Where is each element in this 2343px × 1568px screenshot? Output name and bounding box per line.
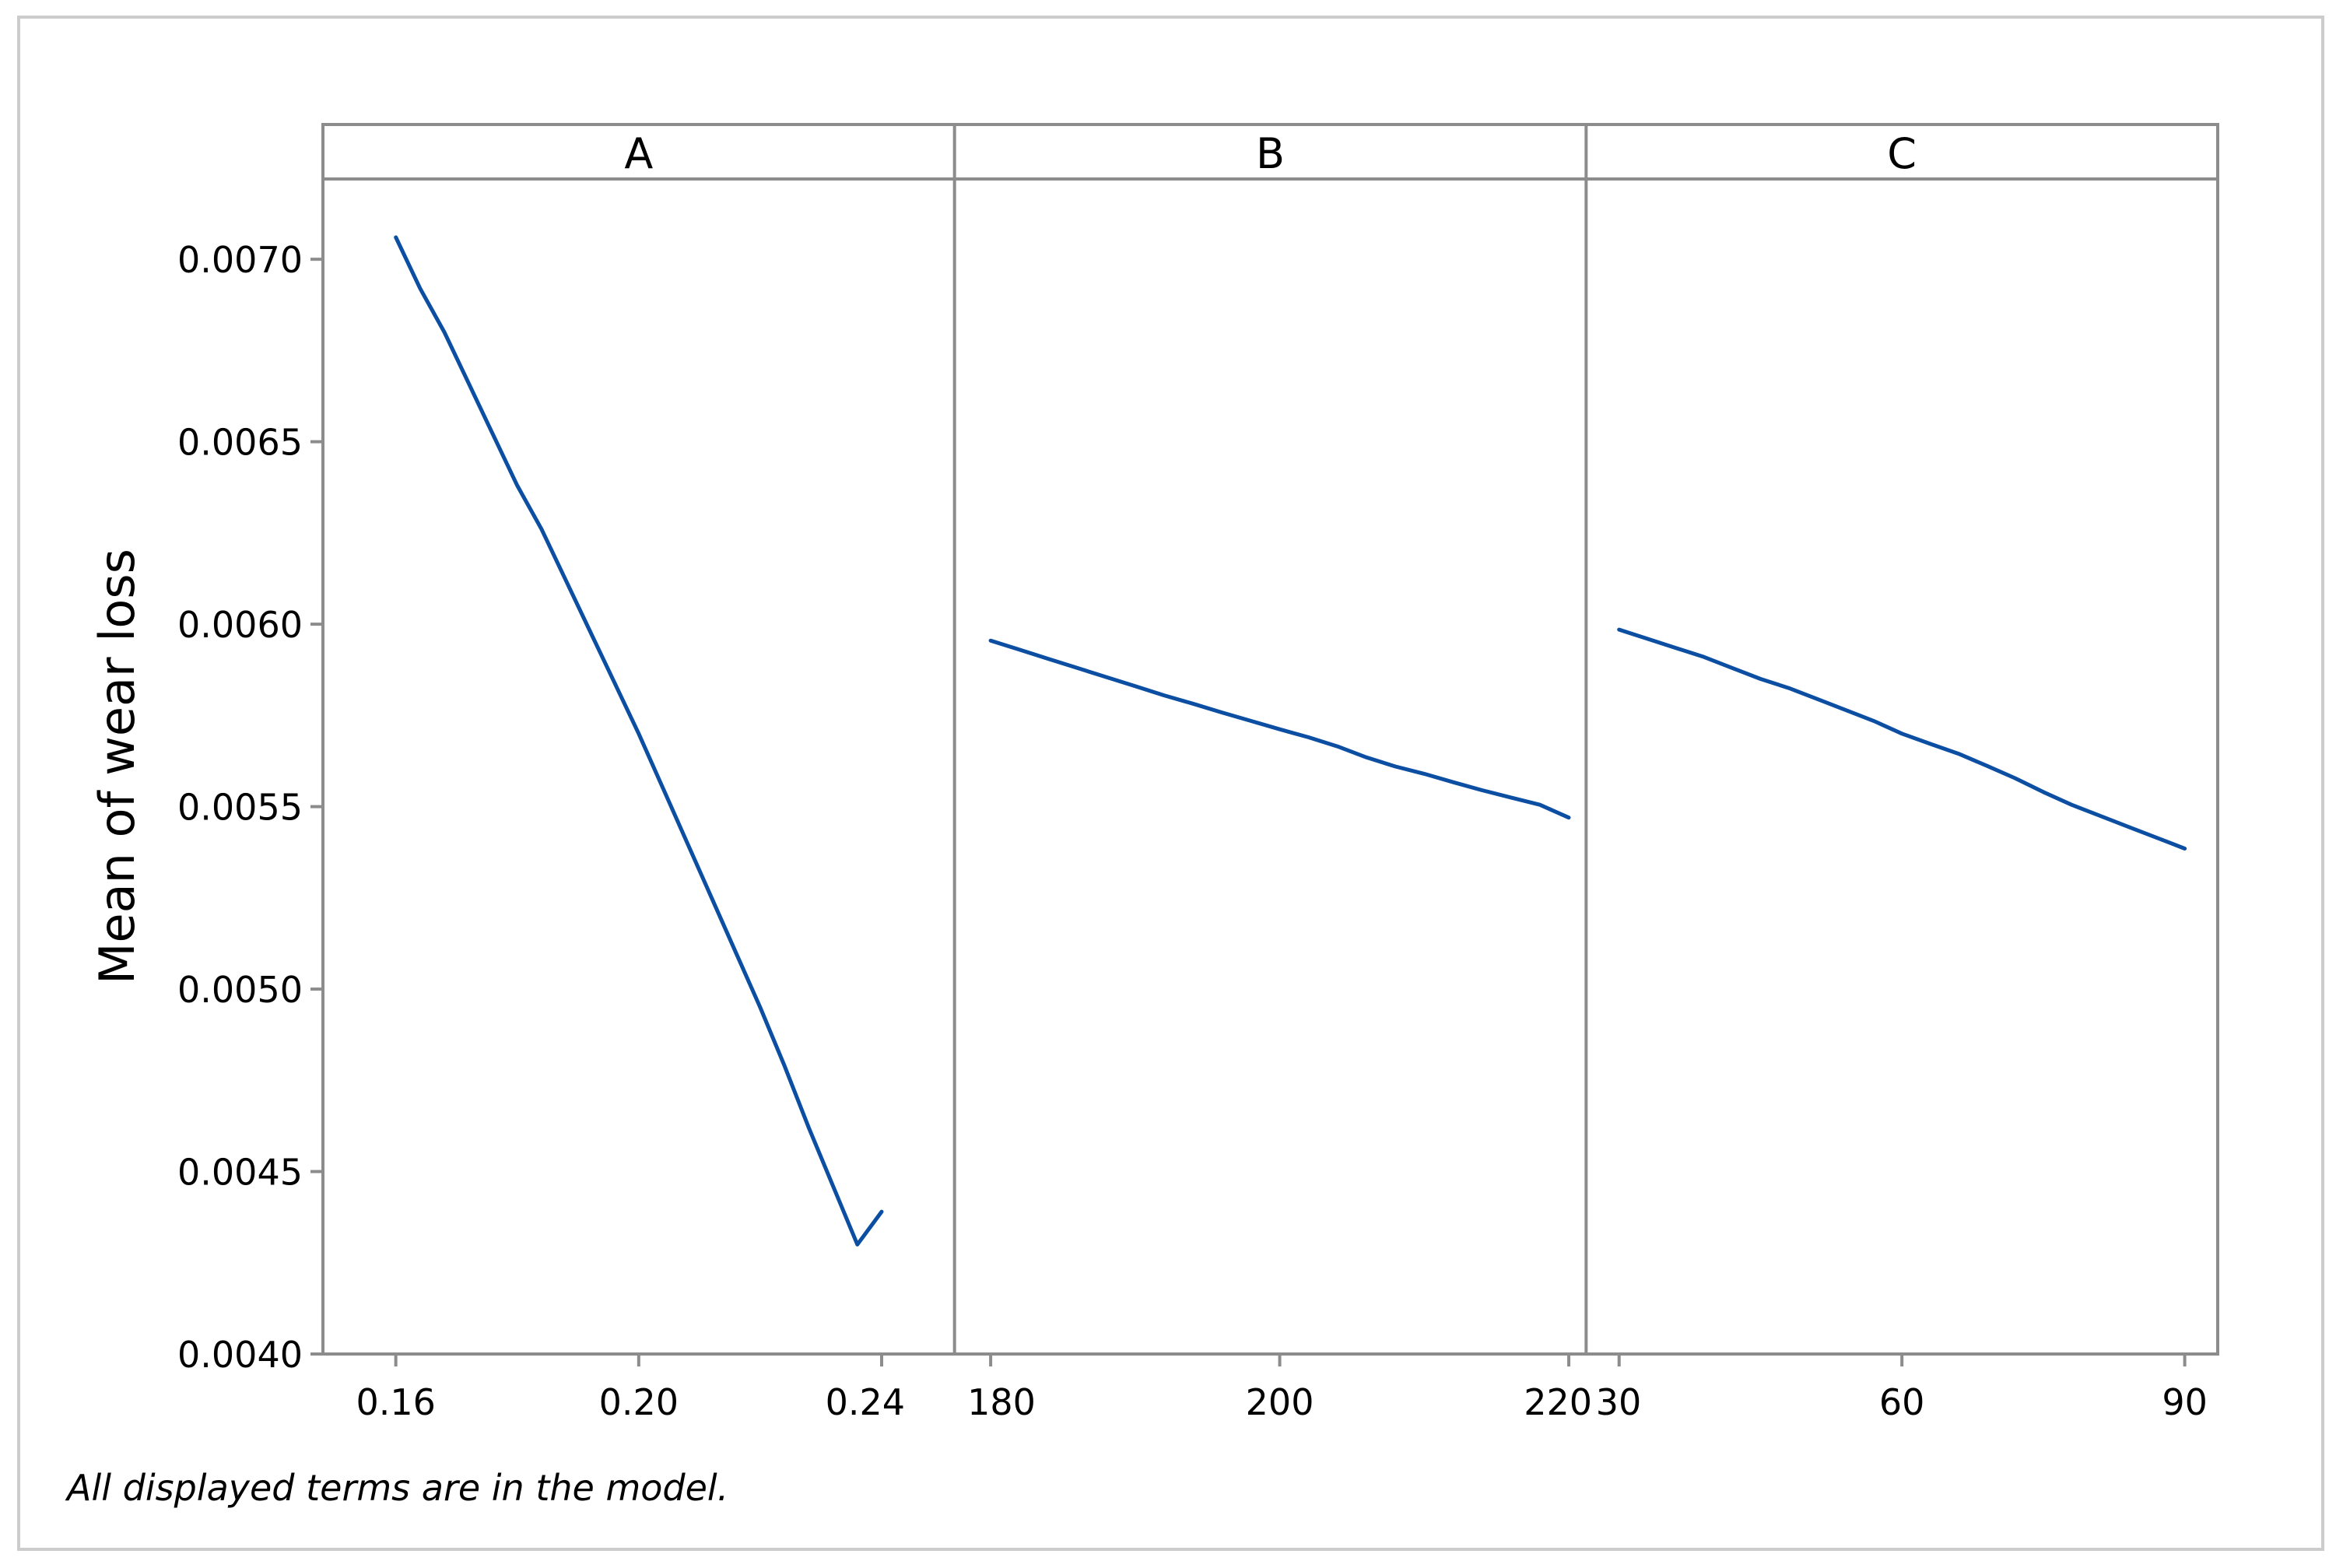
plot-border — [321, 123, 2219, 1356]
x-tick-label: 0.20 — [599, 1381, 679, 1423]
y-tick-label: 0.0050 — [177, 969, 303, 1011]
series-line-A — [394, 235, 884, 1247]
series-line-C — [1617, 627, 2187, 851]
series-line-B — [988, 638, 1571, 820]
panel-header-C: C — [1887, 129, 1917, 178]
panel-header-A: A — [624, 129, 653, 178]
chart-frame — [17, 16, 2324, 1551]
x-tick-label: 0.24 — [826, 1381, 905, 1423]
x-tick-label: 30 — [1596, 1381, 1642, 1423]
x-tick-label: 200 — [1246, 1381, 1314, 1423]
x-tick-label: 180 — [967, 1381, 1036, 1423]
x-tick-label: 60 — [1879, 1381, 1925, 1423]
y-tick-label: 0.0065 — [177, 422, 303, 464]
y-tick-label: 0.0055 — [177, 787, 303, 829]
y-axis-title: Mean of wear loss — [89, 549, 146, 984]
x-tick-label: 90 — [2162, 1381, 2208, 1423]
x-tick-label: 0.16 — [356, 1381, 435, 1423]
y-tick-label: 0.0060 — [177, 604, 303, 646]
x-tick-label: 220 — [1524, 1381, 1592, 1423]
y-tick-label: 0.0040 — [177, 1334, 303, 1376]
panel-header-B: B — [1256, 129, 1285, 178]
y-tick-label: 0.0070 — [177, 239, 303, 281]
y-tick-label: 0.0045 — [177, 1152, 303, 1194]
footnote: All displayed terms are in the model. — [67, 1467, 729, 1509]
